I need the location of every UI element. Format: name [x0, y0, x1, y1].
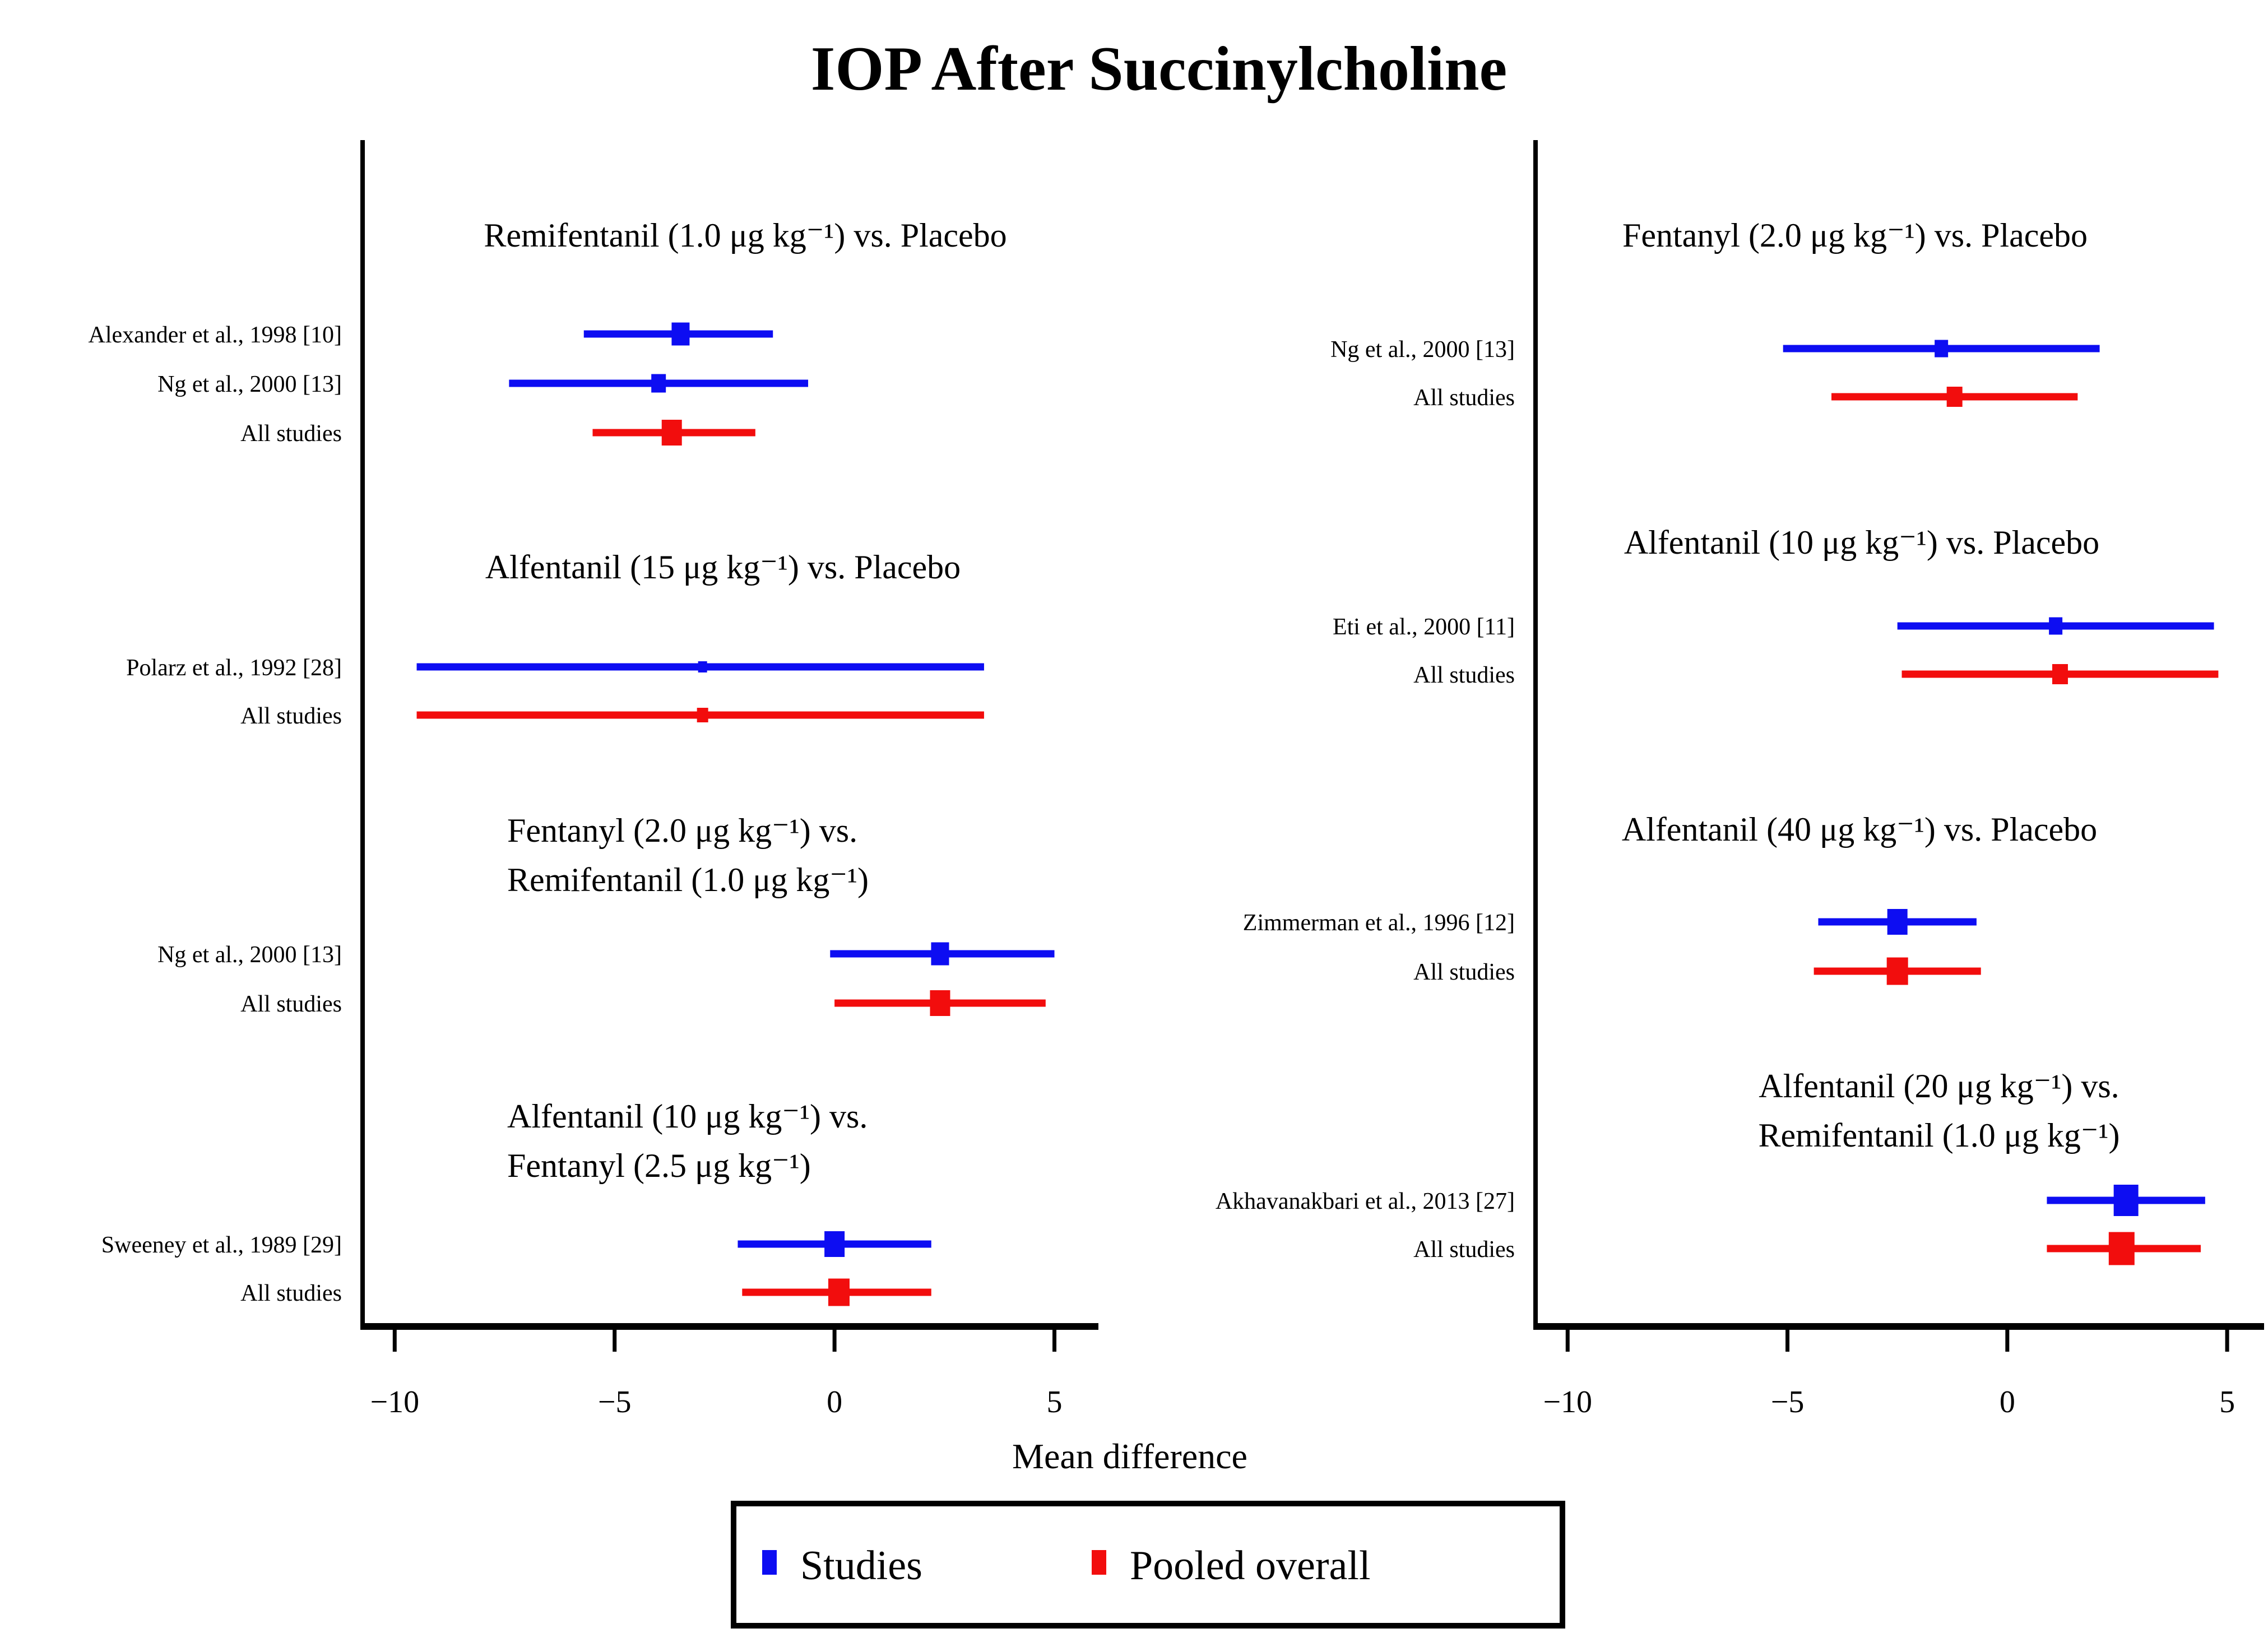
pooled-marker [661, 420, 682, 446]
left-panel-group-header: Alfentanil (15 μg kg⁻¹) vs. Placebo [485, 549, 961, 586]
study-label: Akhavanakbari et al., 2013 [27] [1216, 1189, 1515, 1214]
study-label: Sweeney et al., 1989 [29] [101, 1232, 342, 1258]
study-label: Ng et al., 2000 [13] [1330, 337, 1515, 363]
study-label: Ng et al., 2000 [13] [157, 372, 342, 397]
pooled-marker [1946, 387, 1963, 407]
legend-pooled-swatch-icon [1092, 1550, 1106, 1575]
left-panel-tick-label: −10 [370, 1385, 419, 1419]
legend-studies-label: Studies [800, 1543, 922, 1589]
study-marker [671, 322, 690, 346]
x-axis-title: Mean difference [1012, 1436, 1247, 1476]
right-panel-tick-label: 5 [2219, 1385, 2235, 1419]
study-marker [698, 661, 707, 672]
right-panel-tick-label: 0 [2000, 1385, 2015, 1419]
chart-title: IOP After Succinylcholine [811, 34, 1507, 104]
left-panel-tick-label: 5 [1047, 1385, 1063, 1419]
all-studies-label: All studies [240, 1281, 342, 1306]
left-panel-group-header: Fentanyl (2.0 μg kg⁻¹) vs. [507, 812, 857, 849]
pooled-marker [1886, 957, 1908, 985]
study-label: Alexander et al., 1998 [10] [88, 322, 342, 348]
study-marker [2049, 617, 2063, 635]
all-studies-label: All studies [240, 703, 342, 729]
legend-studies-swatch-icon [762, 1550, 777, 1575]
left-panel-group-header: Fentanyl (2.5 μg kg⁻¹) [507, 1147, 811, 1184]
legend: Studies Pooled overall [731, 1501, 1565, 1629]
all-studies-label: All studies [240, 991, 342, 1017]
pooled-marker [930, 990, 950, 1016]
left-panel-tick-label: 0 [827, 1385, 842, 1419]
right-panel-group-header: Alfentanil (20 μg kg⁻¹) vs. [1759, 1068, 2119, 1105]
legend-pooled-label: Pooled overall [1130, 1543, 1371, 1589]
study-label: Ng et al., 2000 [13] [157, 942, 342, 968]
left-panel-group-header: Remifentanil (1.0 μg kg⁻¹) [507, 861, 869, 898]
all-studies-label: All studies [240, 421, 342, 447]
plot-content: −10 −5 0 5 Remifentanil (1.0 μg kg⁻¹) vs. Pl… [88, 140, 2264, 1419]
study-marker [2113, 1185, 2139, 1216]
all-studies-label: All studies [1413, 1237, 1515, 1263]
study-marker [931, 942, 949, 966]
study-label: Eti et al., 2000 [11] [1333, 614, 1515, 640]
pooled-marker [2052, 664, 2068, 684]
legend-box [731, 1501, 1565, 1629]
pooled-marker [697, 708, 708, 722]
right-panel-tick-label: −10 [1543, 1385, 1592, 1419]
study-marker [1935, 340, 1949, 358]
study-marker [824, 1231, 845, 1257]
pooled-marker [2108, 1232, 2135, 1265]
study-label: Zimmerman et al., 1996 [12] [1243, 910, 1515, 936]
left-panel-group-header: Remifentanil (1.0 μg kg⁻¹) vs. Placebo [484, 217, 1007, 254]
study-label: Polarz et al., 1992 [28] [126, 655, 342, 681]
right-panel-group-header: Remifentanil (1.0 μg kg⁻¹) [1758, 1117, 2119, 1154]
right-panel-group-header: Fentanyl (2.0 μg kg⁻¹) vs. Placebo [1622, 217, 2088, 254]
pooled-marker [828, 1278, 850, 1306]
right-panel-group-header: Alfentanil (40 μg kg⁻¹) vs. Placebo [1622, 811, 2097, 848]
study-marker [1887, 909, 1908, 935]
right-panel-group-header: Alfentanil (10 μg kg⁻¹) vs. Placebo [1624, 524, 2099, 561]
left-panel-tick-label: −5 [598, 1385, 632, 1419]
all-studies-label: All studies [1413, 959, 1515, 985]
all-studies-label: All studies [1413, 385, 1515, 411]
study-marker [651, 374, 666, 393]
right-panel-tick-label: −5 [1771, 1385, 1805, 1419]
all-studies-label: All studies [1413, 662, 1515, 688]
left-panel-group-header: Alfentanil (10 μg kg⁻¹) vs. [507, 1098, 868, 1135]
